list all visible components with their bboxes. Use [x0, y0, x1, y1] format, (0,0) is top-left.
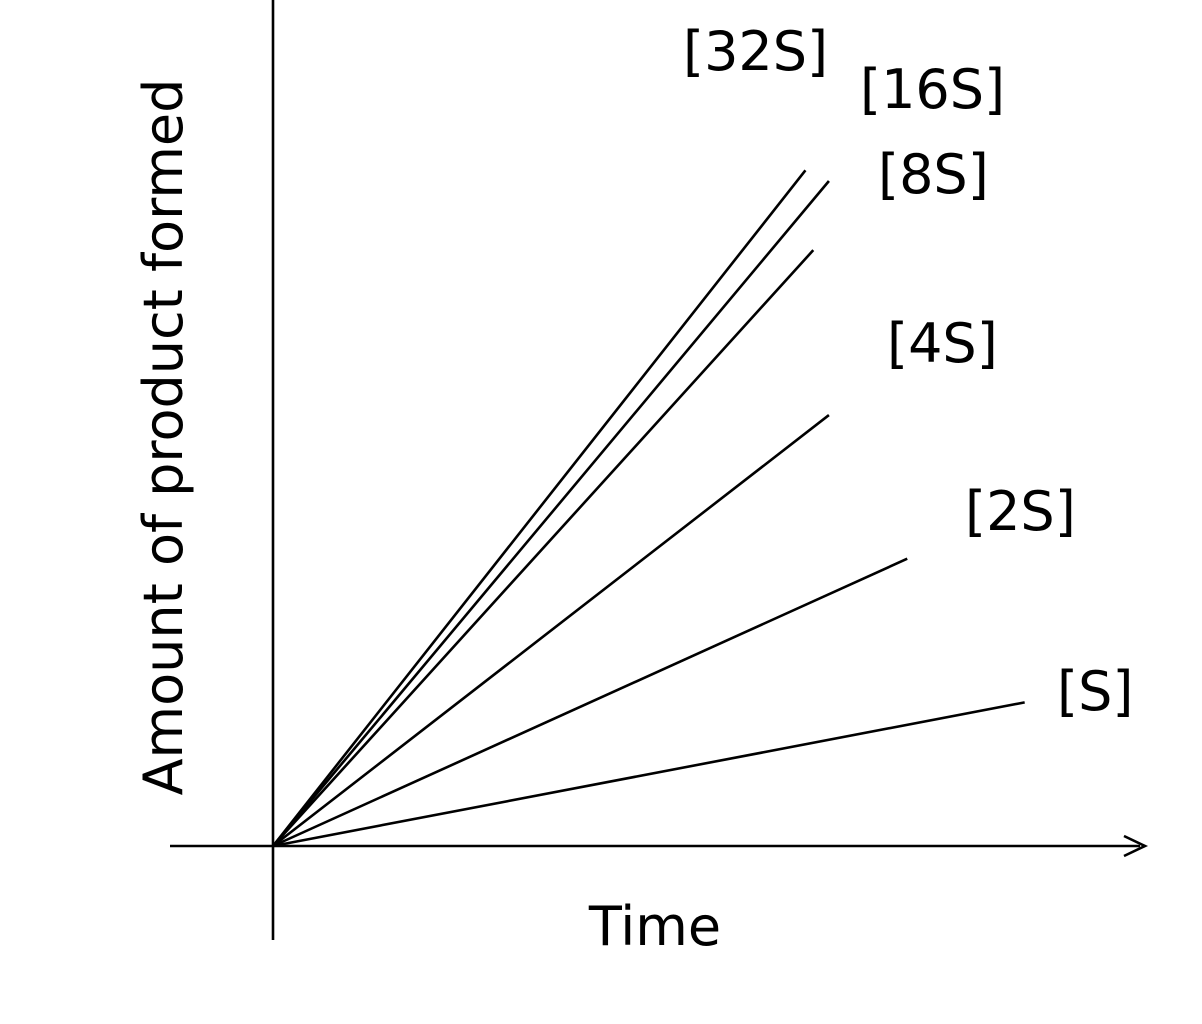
- axes: [170, 0, 1149, 940]
- series-line-32s: [271, 169, 807, 847]
- series-line-16s: [272, 180, 830, 847]
- series-label-s: [S]: [1057, 660, 1133, 723]
- x-axis-title: Time: [588, 895, 721, 958]
- series-labels: [S] [2S] [4S] [8S] [16S] [32S]: [683, 20, 1133, 723]
- series-label-16s: [16S]: [860, 58, 1005, 121]
- series-label-32s: [32S]: [683, 20, 828, 83]
- series-line-s: [272, 701, 1025, 848]
- series-line-8s: [272, 249, 815, 847]
- series-group: [271, 169, 1025, 848]
- x-axis-arrowhead: [1123, 834, 1149, 858]
- series-label-2s: [2S]: [965, 480, 1076, 543]
- series-label-4s: [4S]: [887, 312, 998, 375]
- y-axis-title: Amount of product formed: [132, 79, 195, 796]
- series-label-8s: [8S]: [878, 143, 989, 206]
- series-line-2s: [272, 557, 908, 848]
- series-line-4s: [272, 414, 830, 848]
